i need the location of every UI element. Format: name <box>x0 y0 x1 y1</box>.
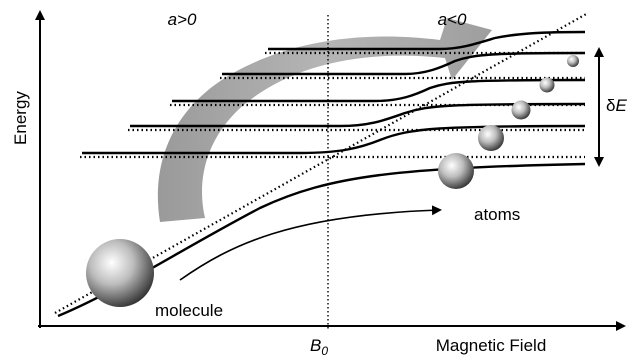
resonance-field-symbol: B <box>310 336 321 355</box>
spheres <box>86 55 579 307</box>
energy-gap-delta: δ <box>606 96 615 115</box>
transfer-arrow-icon <box>157 18 492 222</box>
resonance-field-subscript: 0 <box>321 344 328 356</box>
molecule-to-atoms-arrow <box>179 205 442 281</box>
energy-gap-e: E <box>615 96 627 115</box>
resonance-field-label: B0 <box>310 336 328 356</box>
atoms-label: atoms <box>474 205 520 224</box>
atom-sphere-icon <box>539 77 555 93</box>
atom-sphere-icon <box>478 125 504 151</box>
atom-sphere-icon <box>438 153 474 189</box>
atom-sphere-icon <box>511 100 531 120</box>
energy-gap-label: δE <box>606 96 627 115</box>
atom-sphere-icon <box>567 55 579 67</box>
molecule-sphere-icon <box>86 239 154 307</box>
molecule-label: molecule <box>155 301 223 320</box>
x-axis-label: Magnetic Field <box>436 336 547 355</box>
region-left-label: a>0 <box>168 10 197 29</box>
region-right-label: a<0 <box>438 10 467 29</box>
y-axis-label: Energy <box>11 91 30 145</box>
